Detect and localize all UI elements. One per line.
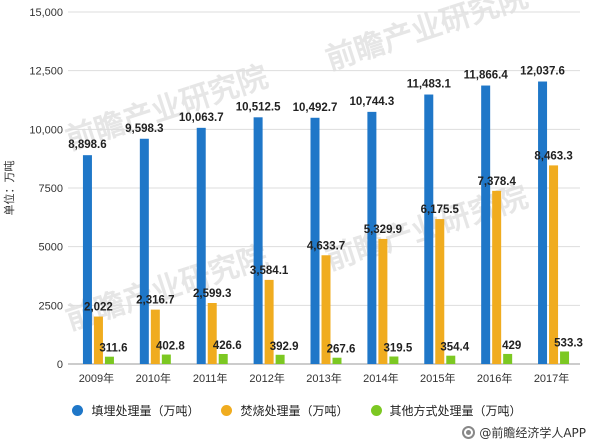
bar xyxy=(481,85,491,364)
data-label: 311.6 xyxy=(99,343,127,355)
bar xyxy=(367,111,377,364)
bar xyxy=(446,355,456,364)
x-tick-label: 2014年 xyxy=(363,371,398,385)
data-label: 267.6 xyxy=(327,344,356,356)
bar xyxy=(503,353,513,364)
data-labels-layer: 8,898.6 2,022 311.6 9,598.3 2,316.7 402.8 10,0… xyxy=(68,66,583,356)
source-text: @前瞻经济学人APP xyxy=(479,426,586,440)
bar xyxy=(218,353,228,364)
y-tick-label: 2500 xyxy=(39,300,63,312)
data-label: 2,599.3 xyxy=(193,288,231,300)
data-label: 8,463.3 xyxy=(534,150,572,162)
watermark-layer: 前瞻产业研究院前瞻产业研究院前瞻产业研究院前瞻产业研究院 xyxy=(62,0,533,338)
x-tick-label: 2009年 xyxy=(79,371,114,385)
data-label: 533.3 xyxy=(554,337,583,349)
data-label: 10,512.5 xyxy=(236,101,281,113)
data-label: 2,316.7 xyxy=(136,295,174,307)
data-label: 319.5 xyxy=(383,343,412,355)
bar xyxy=(264,279,274,364)
bar xyxy=(310,117,320,365)
legend: 填埋处理量（万吨） 焚烧处理量（万吨） 其他方式处理量（万吨） xyxy=(0,402,594,419)
data-label: 11,483.1 xyxy=(407,79,452,91)
legend-item-landfill[interactable]: 填埋处理量（万吨） xyxy=(72,402,199,419)
bar xyxy=(389,356,399,364)
legend-swatch-other xyxy=(370,405,382,416)
data-label: 9,598.3 xyxy=(125,123,163,135)
data-label: 429 xyxy=(502,340,521,352)
bar xyxy=(321,255,331,364)
data-label: 402.8 xyxy=(156,341,185,353)
bar xyxy=(253,117,263,364)
bar xyxy=(161,354,171,364)
x-axis-ticks: 2009年 2010年 2011年 2012年 2013年 2014年 2015年 2016年… xyxy=(79,371,570,385)
legend-item-incineration[interactable]: 焚烧处理量（万吨） xyxy=(221,402,349,419)
bar xyxy=(196,127,206,365)
x-tick-label: 2011年 xyxy=(193,371,228,385)
bar xyxy=(549,165,559,364)
data-label: 8,898.6 xyxy=(68,139,106,151)
bar xyxy=(93,316,103,364)
bar xyxy=(492,190,502,364)
bar xyxy=(332,357,342,364)
data-label: 6,175.5 xyxy=(421,204,460,216)
data-label: 10,744.3 xyxy=(350,96,395,108)
y-tick-label: 0 xyxy=(57,359,63,371)
y-tick-label: 10,000 xyxy=(29,124,63,136)
data-label: 10,492.7 xyxy=(293,102,338,114)
data-label: 4,633.7 xyxy=(307,240,345,252)
y-tick-label: 15,000 xyxy=(29,7,63,19)
data-label: 2,022 xyxy=(84,302,113,314)
bar xyxy=(139,138,149,364)
data-label: 11,866.4 xyxy=(464,70,509,82)
data-label: 10,063.7 xyxy=(179,112,224,124)
bar xyxy=(378,238,388,364)
bar xyxy=(275,354,285,364)
y-axis-ticks: 0 2500 5000 7500 10,000 12,500 15,000 xyxy=(29,7,63,371)
legend-label-landfill: 填埋处理量（万吨） xyxy=(91,404,200,418)
bar xyxy=(424,94,434,365)
x-tick-label: 2015年 xyxy=(420,371,455,385)
data-label: 7,378.4 xyxy=(477,176,516,188)
watermark-text: 前瞻产业研究院 xyxy=(62,239,273,337)
bar xyxy=(150,309,160,364)
data-label: 5,329.9 xyxy=(364,224,402,236)
bar-chart: 前瞻产业研究院前瞻产业研究院前瞻产业研究院前瞻产业研究院 0 2500 5000 75… xyxy=(2,0,583,385)
y-tick-label: 12,500 xyxy=(29,66,63,78)
bar xyxy=(104,356,114,364)
legend-label-other: 其他方式处理量（万吨） xyxy=(389,404,522,418)
data-label: 12,037.6 xyxy=(520,66,565,78)
bar xyxy=(538,81,548,365)
bar xyxy=(560,351,570,364)
x-tick-label: 2017年 xyxy=(534,371,569,385)
legend-swatch-incineration xyxy=(221,405,233,416)
source-credit: @前瞻经济学人APP xyxy=(462,424,586,441)
y-axis-label: 单位：万吨 xyxy=(2,161,16,216)
qianzhan-logo-icon xyxy=(462,426,476,439)
data-label: 354.4 xyxy=(440,342,469,354)
legend-item-other[interactable]: 其他方式处理量（万吨） xyxy=(370,402,522,419)
y-tick-label: 5000 xyxy=(39,242,63,254)
bars-layer xyxy=(82,81,570,365)
y-tick-label: 7500 xyxy=(39,183,63,195)
x-tick-label: 2016年 xyxy=(477,371,512,385)
x-tick-label: 2012年 xyxy=(249,371,284,385)
x-tick-label: 2010年 xyxy=(136,371,171,385)
bar xyxy=(435,219,445,364)
data-label: 426.6 xyxy=(213,340,242,352)
legend-swatch-landfill xyxy=(72,405,84,416)
x-tick-label: 2013年 xyxy=(306,371,341,385)
data-label: 392.9 xyxy=(270,341,299,353)
legend-label-incineration: 焚烧处理量（万吨） xyxy=(240,404,349,418)
data-label: 3,584.1 xyxy=(250,265,289,277)
bar xyxy=(207,303,217,364)
bar xyxy=(82,155,92,364)
